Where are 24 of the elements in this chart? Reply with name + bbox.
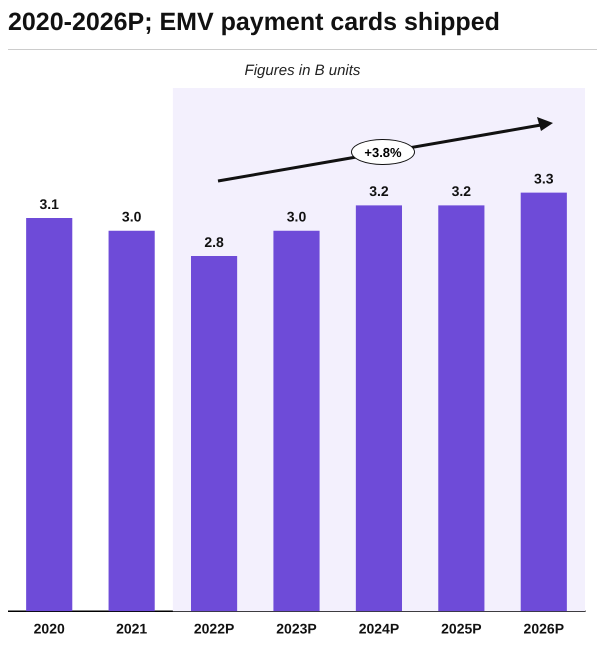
data-label: 3.0 xyxy=(286,208,306,225)
x-tick-label: 2020 xyxy=(34,620,65,636)
bar xyxy=(273,230,320,612)
text: +3.8% xyxy=(351,139,415,165)
bar xyxy=(190,256,238,612)
bar xyxy=(356,205,402,612)
x-tick-label: 2021 xyxy=(116,620,148,636)
data-label: 2.8 xyxy=(204,234,224,250)
data-label: 3.3 xyxy=(534,170,554,186)
x-tick-label: 2025P xyxy=(441,620,482,636)
bar xyxy=(520,192,567,612)
bar xyxy=(108,230,155,612)
x-tick-label: 2023P xyxy=(276,620,317,636)
chart-subtitle: Figures in B units xyxy=(244,62,362,79)
data-label: 3.0 xyxy=(122,208,142,225)
x-tick-label: 2026P xyxy=(524,620,564,636)
data-label: 3.2 xyxy=(369,183,389,200)
bar xyxy=(26,218,72,612)
data-label: 3.2 xyxy=(452,183,472,200)
x-tick-label: 2024P xyxy=(358,620,400,636)
bar xyxy=(438,205,484,612)
data-label: 3.1 xyxy=(39,196,60,212)
x-tick-label: 2022P xyxy=(194,620,234,636)
chart-title: 2020-2026P; EMV payment cards shipped xyxy=(8,8,597,50)
